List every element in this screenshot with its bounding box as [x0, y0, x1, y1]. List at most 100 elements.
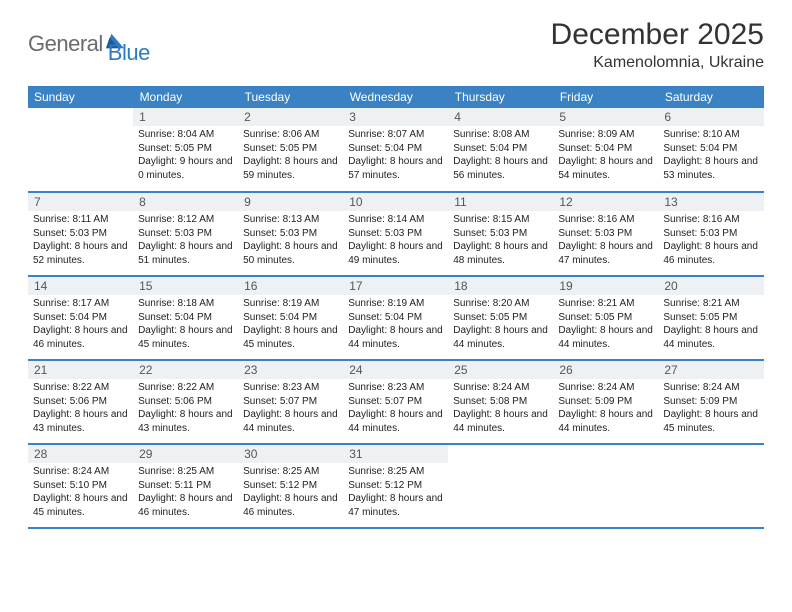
- day-number: 24: [343, 361, 448, 379]
- day-details: Sunrise: 8:24 AMSunset: 5:09 PMDaylight:…: [658, 379, 763, 439]
- calendar-day-cell: 29Sunrise: 8:25 AMSunset: 5:11 PMDayligh…: [133, 444, 238, 528]
- calendar-week-row: 14Sunrise: 8:17 AMSunset: 5:04 PMDayligh…: [28, 276, 764, 360]
- sunset-line: Sunset: 5:04 PM: [663, 142, 758, 156]
- day-number: 19: [553, 277, 658, 295]
- sunrise-line: Sunrise: 8:25 AM: [243, 465, 338, 479]
- sunrise-line: Sunrise: 8:22 AM: [138, 381, 233, 395]
- day-details: Sunrise: 8:21 AMSunset: 5:05 PMDaylight:…: [553, 295, 658, 355]
- calendar-day-cell: 27Sunrise: 8:24 AMSunset: 5:09 PMDayligh…: [658, 360, 763, 444]
- calendar-day-cell: 18Sunrise: 8:20 AMSunset: 5:05 PMDayligh…: [448, 276, 553, 360]
- daylight-line: Daylight: 8 hours and 43 minutes.: [138, 408, 233, 435]
- day-number: 3: [343, 108, 448, 126]
- sunset-line: Sunset: 5:03 PM: [243, 227, 338, 241]
- daylight-line: Daylight: 8 hours and 45 minutes.: [33, 492, 128, 519]
- calendar-day-cell: 24Sunrise: 8:23 AMSunset: 5:07 PMDayligh…: [343, 360, 448, 444]
- sunset-line: Sunset: 5:04 PM: [348, 311, 443, 325]
- day-details: Sunrise: 8:23 AMSunset: 5:07 PMDaylight:…: [238, 379, 343, 439]
- sunset-line: Sunset: 5:03 PM: [558, 227, 653, 241]
- daylight-line: Daylight: 8 hours and 51 minutes.: [138, 240, 233, 267]
- day-number: 13: [658, 193, 763, 211]
- calendar-day-cell: 25Sunrise: 8:24 AMSunset: 5:08 PMDayligh…: [448, 360, 553, 444]
- sunset-line: Sunset: 5:04 PM: [243, 311, 338, 325]
- sunset-line: Sunset: 5:05 PM: [243, 142, 338, 156]
- calendar-day-cell: 2Sunrise: 8:06 AMSunset: 5:05 PMDaylight…: [238, 108, 343, 192]
- calendar-day-cell: 7Sunrise: 8:11 AMSunset: 5:03 PMDaylight…: [28, 192, 133, 276]
- calendar-day-cell: 15Sunrise: 8:18 AMSunset: 5:04 PMDayligh…: [133, 276, 238, 360]
- day-number: 18: [448, 277, 553, 295]
- sunrise-line: Sunrise: 8:15 AM: [453, 213, 548, 227]
- sunset-line: Sunset: 5:04 PM: [453, 142, 548, 156]
- sunrise-line: Sunrise: 8:23 AM: [243, 381, 338, 395]
- calendar-day-cell: 12Sunrise: 8:16 AMSunset: 5:03 PMDayligh…: [553, 192, 658, 276]
- weekday-header: Saturday: [658, 86, 763, 108]
- sunset-line: Sunset: 5:04 PM: [33, 311, 128, 325]
- calendar-day-cell: 20Sunrise: 8:21 AMSunset: 5:05 PMDayligh…: [658, 276, 763, 360]
- sunrise-line: Sunrise: 8:10 AM: [663, 128, 758, 142]
- calendar-day-cell: 13Sunrise: 8:16 AMSunset: 5:03 PMDayligh…: [658, 192, 763, 276]
- weekday-header-row: Sunday Monday Tuesday Wednesday Thursday…: [28, 86, 764, 108]
- weekday-header: Sunday: [28, 86, 133, 108]
- sunrise-line: Sunrise: 8:25 AM: [138, 465, 233, 479]
- daylight-line: Daylight: 8 hours and 44 minutes.: [243, 408, 338, 435]
- day-number: 14: [28, 277, 133, 295]
- sunrise-line: Sunrise: 8:18 AM: [138, 297, 233, 311]
- sunset-line: Sunset: 5:12 PM: [348, 479, 443, 493]
- sunrise-line: Sunrise: 8:08 AM: [453, 128, 548, 142]
- weekday-header: Wednesday: [343, 86, 448, 108]
- sunset-line: Sunset: 5:05 PM: [453, 311, 548, 325]
- calendar-day-cell: 14 Sunrise: 8:17 AMSunset: 5:04 PMDayligh…: [28, 276, 133, 360]
- calendar-week-row: 28Sunrise: 8:24 AMSunset: 5:10 PMDayligh…: [28, 444, 764, 528]
- sunrise-line: Sunrise: 8:24 AM: [33, 465, 128, 479]
- day-details: Sunrise: 8:24 AMSunset: 5:08 PMDaylight:…: [448, 379, 553, 439]
- sunrise-line: Sunrise: 8:25 AM: [348, 465, 443, 479]
- calendar-table: Sunday Monday Tuesday Wednesday Thursday…: [28, 86, 764, 529]
- sunset-line: Sunset: 5:05 PM: [558, 311, 653, 325]
- sunrise-line: Sunrise: 8:19 AM: [243, 297, 338, 311]
- day-number: 26: [553, 361, 658, 379]
- sunrise-line: Sunrise: 8:16 AM: [663, 213, 758, 227]
- day-number: 27: [658, 361, 763, 379]
- daylight-line: Daylight: 8 hours and 47 minutes.: [558, 240, 653, 267]
- weekday-header: Thursday: [448, 86, 553, 108]
- day-details: Sunrise: 8:25 AMSunset: 5:12 PMDaylight:…: [343, 463, 448, 523]
- sunrise-line: Sunrise: 8:04 AM: [138, 128, 233, 142]
- daylight-line: Daylight: 8 hours and 46 minutes.: [33, 324, 128, 351]
- daylight-line: Daylight: 8 hours and 47 minutes.: [348, 492, 443, 519]
- weekday-header: Friday: [553, 86, 658, 108]
- calendar-day-cell: 23Sunrise: 8:23 AMSunset: 5:07 PMDayligh…: [238, 360, 343, 444]
- day-number: 2: [238, 108, 343, 126]
- day-number: 20: [658, 277, 763, 295]
- daylight-line: Daylight: 8 hours and 46 minutes.: [138, 492, 233, 519]
- sunrise-line: Sunrise: 8:16 AM: [558, 213, 653, 227]
- sunrise-line: Sunrise: 8:20 AM: [453, 297, 548, 311]
- sunset-line: Sunset: 5:04 PM: [558, 142, 653, 156]
- sunset-line: Sunset: 5:03 PM: [663, 227, 758, 241]
- day-details: Sunrise: 8:16 AMSunset: 5:03 PMDaylight:…: [553, 211, 658, 271]
- sunrise-line: Sunrise: 8:09 AM: [558, 128, 653, 142]
- daylight-line: Daylight: 8 hours and 45 minutes.: [243, 324, 338, 351]
- calendar-day-cell: 30Sunrise: 8:25 AMSunset: 5:12 PMDayligh…: [238, 444, 343, 528]
- day-number: 16: [238, 277, 343, 295]
- day-details: Sunrise: 8:20 AMSunset: 5:05 PMDaylight:…: [448, 295, 553, 355]
- sunrise-line: Sunrise: 8:12 AM: [138, 213, 233, 227]
- calendar-day-cell: 5Sunrise: 8:09 AMSunset: 5:04 PMDaylight…: [553, 108, 658, 192]
- sunrise-line: Sunrise: 8:13 AM: [243, 213, 338, 227]
- daylight-line: Daylight: 8 hours and 44 minutes.: [453, 408, 548, 435]
- day-details: Sunrise: 8:25 AMSunset: 5:11 PMDaylight:…: [133, 463, 238, 523]
- page-title: December 2025: [551, 18, 764, 52]
- day-number: 4: [448, 108, 553, 126]
- daylight-line: Daylight: 8 hours and 52 minutes.: [33, 240, 128, 267]
- calendar-day-cell: 26Sunrise: 8:24 AMSunset: 5:09 PMDayligh…: [553, 360, 658, 444]
- weekday-header: Monday: [133, 86, 238, 108]
- daylight-line: Daylight: 8 hours and 50 minutes.: [243, 240, 338, 267]
- day-details: Sunrise: 8:21 AMSunset: 5:05 PMDaylight:…: [658, 295, 763, 355]
- calendar-day-cell: 0: [28, 108, 133, 192]
- header: General Blue December 2025 Kamenolomnia,…: [28, 18, 764, 72]
- calendar-day-cell: 4Sunrise: 8:08 AMSunset: 5:04 PMDaylight…: [448, 108, 553, 192]
- calendar-day-cell: 28Sunrise: 8:24 AMSunset: 5:10 PMDayligh…: [28, 444, 133, 528]
- sunrise-line: Sunrise: 8:23 AM: [348, 381, 443, 395]
- day-number: 12: [553, 193, 658, 211]
- day-number: 25: [448, 361, 553, 379]
- day-details: Sunrise: 8:24 AMSunset: 5:10 PMDaylight:…: [28, 463, 133, 523]
- sunrise-line: Sunrise: 8:17 AM: [33, 297, 128, 311]
